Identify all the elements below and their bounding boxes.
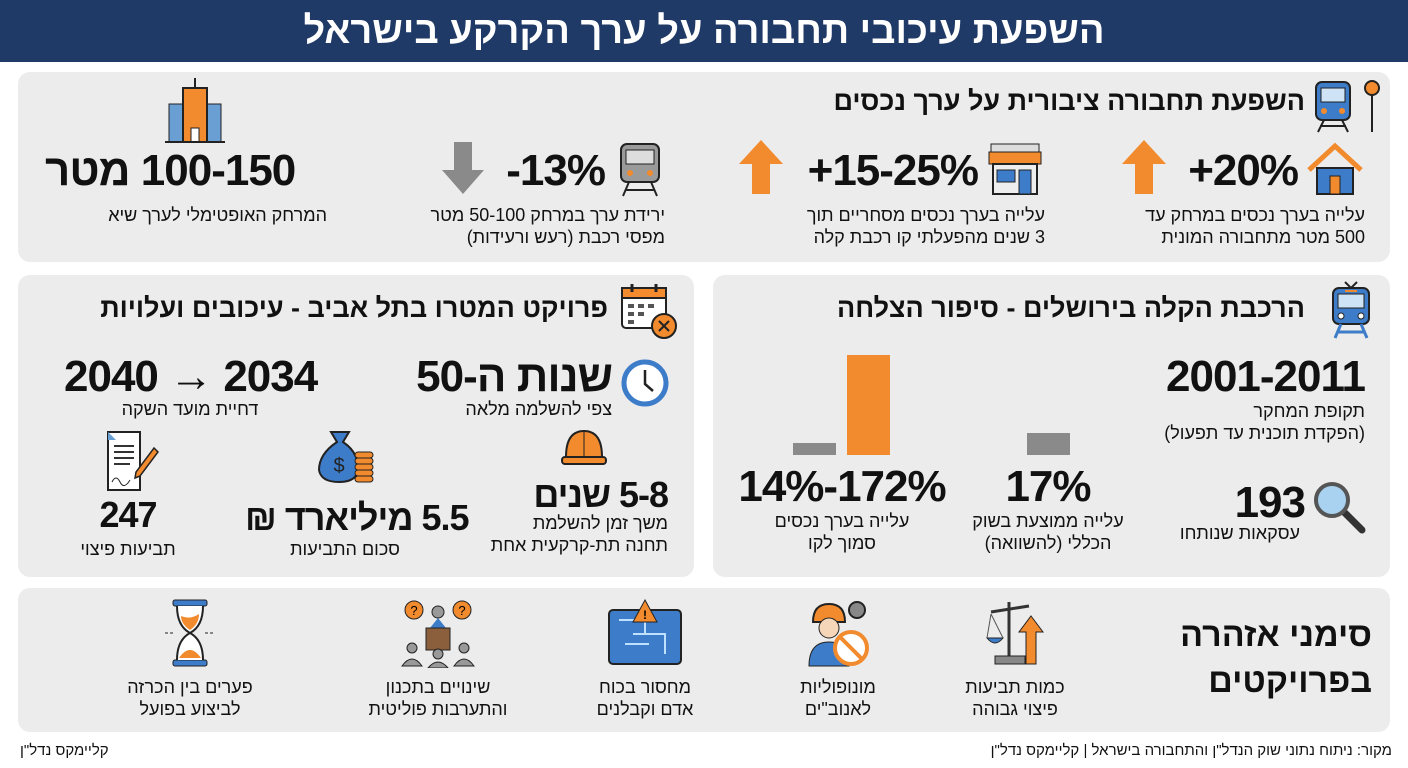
delay-value: 2040 → 2034 [64,352,318,401]
scale-arrow-icon [975,598,1055,668]
completion-value: שנות ה-50 [416,352,613,401]
warnings-heading-line: סימני אזהרה [1180,616,1372,654]
shop-icon [985,142,1045,196]
building-icon [165,78,225,144]
clock-icon [620,358,670,408]
warning-label-line: לאנוב"ים [804,699,872,719]
svg-text:?: ? [410,603,417,618]
stat-desc-line: מפסי רכבת (רעש ורעידות) [466,227,665,247]
property-impact-panel [18,72,1390,262]
chart-bar-2 [1027,433,1070,455]
warning-item-label: מחסור בכוח אדם וקבלנים [545,676,745,720]
brand-label: קליימקס נדל"ן [20,742,109,759]
podium-questions-icon: ?? [398,598,478,668]
jerusalem-heading: הרכבת הקלה בירושלים - סיפור הצלחה [836,293,1305,323]
warnings-heading-line: בפרויקטים [1208,662,1372,700]
metro-panel [18,275,694,577]
document-pen-icon [104,430,160,492]
market-desc-line: הכללי (להשוואה) [984,533,1112,553]
claims-sum-desc: סכום התביעות [290,539,400,559]
hard-hat-icon [560,425,608,469]
market-value: 17% [1005,462,1091,511]
line-desc: עלייה בערך נכסים סמוך לקו [742,510,942,554]
stat-desc: ירידת ערך במרחק 50-100 מטר מפסי רכבת (רעש… [431,204,666,248]
blueprint-warning-icon: ! [605,598,685,668]
arrow-down-icon [440,140,486,196]
warning-label-line: לביצוע בפועל [139,699,241,719]
warning-label-line: והתערבות פוליטית [368,699,508,719]
chart-bar-1 [847,355,890,455]
deals-desc: עסקאות שנותחו [1179,523,1300,543]
warning-label-line: שינויים בתכנון [385,677,491,697]
warning-item-label: פערים בין הכרזה לביצוע בפועל [90,676,290,720]
warning-label-line: אדם וקבלנים [596,699,694,719]
market-desc-line: עלייה ממוצעת בשוק [972,511,1124,531]
claims-count-desc: תביעות פיצוי [80,539,176,559]
train-icon [615,142,665,198]
line-desc-line: עלייה בערך נכסים [774,511,910,531]
warning-item-label: שינויים בתכנון והתערבות פוליטית [338,676,538,720]
source-note: מקור: ניתוח נתוני שוק הנדל"ן והתחבורה בי… [990,742,1392,759]
bar-chart [780,350,1100,455]
line-value: 14%-172% [738,462,946,511]
station-desc-line: משך זמן להשלמת [532,513,668,533]
warning-item-label: כמות תביעות פיצוי גבוהה [915,676,1115,720]
market-desc: עלייה ממוצעת בשוק הכללי (להשוואה) [948,510,1148,554]
svg-text:$: $ [333,455,344,477]
delay-desc: דחיית מועד השקה [121,399,259,419]
claims-count-value: 247 [99,494,157,535]
station-desc-line: תחנה תת-קרקעית אחת [490,535,668,555]
svg-text:?: ? [458,603,465,618]
period-desc: תקופת המחקר (הפקדת תוכנית עד תפעול) [1164,400,1365,444]
station-value: 5-8 שנים [533,474,669,515]
calendar-cancel-icon [618,282,680,340]
period-desc-line: תקופת המחקר [1253,401,1365,421]
warnings-heading: סימני אזהרה בפרויקטים [1180,612,1372,704]
stat-desc-line: עלייה בערך נכסים במרחק עד [1145,205,1365,225]
stat-desc: עלייה בערך נכסים מסחריים תוך 3 שנים מהפעל… [807,204,1045,248]
arrow-up-icon [1120,138,1168,196]
magnifier-icon [1312,480,1366,534]
stat-value: +15-25% [807,146,979,195]
page-title: השפעת עיכובי תחבורה על ערך הקרקע בישראל [303,9,1105,52]
hourglass-icon [150,598,230,668]
period-value: 2001-2011 [1166,352,1366,401]
money-bag-icon: $ [315,430,377,484]
house-icon [1305,142,1365,196]
jerusalem-panel [713,275,1390,577]
station-desc: משך זמן להשלמת תחנה תת-קרקעית אחת [491,512,668,556]
stat-desc: המרחק האופטימלי לערך שיא [108,205,327,225]
line-desc-line: סמוך לקו [808,533,876,553]
metro-heading: פרויקט המטרו בתל אביב - עיכובים ועלויות [100,293,608,323]
stat-desc-line: עלייה בערך נכסים מסחריים תוך [806,205,1045,225]
stat-desc: עלייה בערך נכסים במרחק עד 500 מטר מתחבורה… [1145,204,1365,248]
svg-text:!: ! [643,608,647,622]
property-impact-heading: השפעת תחבורה ציבורית על ערך נכסים [833,86,1305,116]
warning-label-line: כמות תביעות [965,677,1065,697]
stat-desc-line: 500 מטר מתחבורה המונית [1161,227,1365,247]
warning-label-line: מחסור בכוח [598,677,692,697]
page-header: השפעת עיכובי תחבורה על ערך הקרקע בישראל [0,0,1408,62]
stat-value: +20% [1188,146,1299,195]
stat-value: 100-150 מטר [45,146,296,195]
tram-icon [1327,280,1375,340]
stat-value: -13% [506,146,606,195]
warning-label-line: מונופוליות [800,677,876,697]
stat-desc-line: 3 שנים מהפעלתי קו רכבת קלה [813,227,1045,247]
claims-sum-value: 5.5 מיליארד ₪ [245,497,470,538]
worker-no-icon [798,598,878,668]
warning-item-label: מונופוליות לאנוב"ים [738,676,938,720]
deals-value: 193 [1234,478,1306,527]
warning-label-line: פערים בין הכרזה [127,677,253,697]
chart-bar-0 [793,443,836,455]
period-desc-line: (הפקדת תוכנית עד תפעול) [1164,423,1365,443]
warning-label-line: פיצוי גבוהה [972,699,1058,719]
warnings-panel [18,588,1390,732]
stat-desc-line: ירידת ערך במרחק 50-100 מטר [430,205,666,225]
arrow-up-icon [737,138,785,196]
completion-desc: צפי להשלמה מלאה [465,399,612,419]
train-station-icon [1310,78,1382,134]
